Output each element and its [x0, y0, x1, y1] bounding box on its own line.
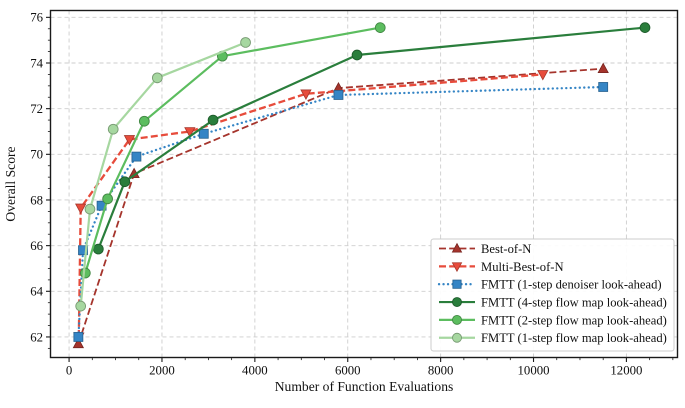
- marker-square: [452, 279, 462, 289]
- axis-ticks: 0 2000 4000 6000 8000 10000 12000 62 64 66 68 70 72 7…: [30, 11, 674, 378]
- series-fmtt-1-step-flow-map-look-ahead: [75, 37, 251, 312]
- marker-square: [78, 245, 88, 256]
- marker-circle: [639, 22, 651, 33]
- marker-circle: [240, 37, 251, 48]
- y-tick-label: 74: [30, 56, 43, 70]
- marker-triangle-down: [537, 70, 549, 81]
- marker-square: [131, 151, 142, 162]
- marker-circle: [79, 267, 91, 279]
- marker-circle: [102, 193, 113, 205]
- marker-circle: [351, 49, 363, 61]
- legend-label: FMTT (1-step flow map look-ahead): [481, 331, 667, 345]
- marker-triangle-up: [72, 337, 85, 349]
- y-tick-label: 62: [30, 330, 43, 344]
- x-tick-label: 4000: [242, 364, 268, 378]
- y-tick-label: 70: [30, 148, 43, 162]
- legend-label: Multi-Best-of-N: [481, 260, 564, 274]
- series-fmtt-1-step-denoiser-look-ahead: [73, 82, 609, 342]
- legend-label: FMTT (4-step flow map look-ahead): [481, 295, 667, 309]
- legend-entry: Best-of-N: [439, 242, 531, 256]
- legend-label: FMTT (1-step denoiser look-ahead): [481, 278, 662, 292]
- x-tick-label: 10000: [518, 364, 550, 378]
- x-tick-label: 0: [66, 364, 72, 378]
- legend: Best-of-N Multi-Best-of-N FMTT (1-step den…: [430, 238, 675, 352]
- marker-square: [73, 332, 84, 342]
- marker-triangle-down: [184, 127, 196, 138]
- marker-circle: [75, 300, 87, 312]
- legend-entry: FMTT (1-step flow map look-ahead): [439, 331, 667, 345]
- legend-box: [430, 238, 675, 352]
- x-axis-label: Number of Function Evaluations: [275, 379, 454, 394]
- legend-label: FMTT (2-step flow map look-ahead): [481, 313, 667, 327]
- marker-circle: [119, 176, 131, 188]
- marker-triangle-down: [123, 135, 136, 146]
- series-fmtt-4-step-flow-map-look-ahead: [92, 22, 651, 255]
- y-tick-label: 72: [30, 102, 43, 116]
- marker-circle: [84, 203, 96, 215]
- marker-circle: [207, 114, 219, 126]
- series-best-of-n: [72, 62, 609, 349]
- marker-circle: [92, 243, 104, 255]
- marker-triangle-down: [300, 89, 312, 100]
- marker-circle: [452, 297, 462, 308]
- marker-square: [333, 90, 344, 100]
- legend-label: Best-of-N: [481, 242, 531, 256]
- series-line: [79, 41, 247, 307]
- legend-entry: FMTT (1-step denoiser look-ahead): [437, 278, 662, 292]
- legend-entry: FMTT (4-step flow map look-ahead): [439, 295, 667, 309]
- plot-frame: [49, 9, 679, 359]
- y-tick-label: 64: [30, 285, 43, 299]
- y-tick-label: 76: [30, 11, 43, 25]
- y-tick-label: 66: [30, 239, 43, 253]
- marker-triangle-down: [75, 203, 87, 215]
- y-axis-label: Overall Score: [3, 146, 18, 221]
- x-tick-label: 2000: [149, 364, 175, 378]
- series-line: [77, 67, 604, 345]
- legend-entry: Multi-Best-of-N: [439, 260, 564, 274]
- x-tick-label: 12000: [610, 364, 642, 378]
- series-line: [77, 73, 543, 338]
- x-tick-label: 8000: [428, 364, 454, 378]
- marker-circle: [107, 123, 119, 135]
- y-tick-label: 68: [30, 193, 43, 207]
- marker-circle: [452, 332, 462, 343]
- marker-triangle-down: [451, 262, 463, 273]
- marker-square: [198, 128, 209, 139]
- marker-circle: [151, 72, 163, 84]
- marker-triangle-up: [597, 62, 609, 74]
- marker-square: [598, 82, 609, 92]
- x-tick-label: 6000: [335, 364, 361, 378]
- series-fmtt-2-step-flow-map-look-ahead: [79, 22, 386, 279]
- marker-circle: [452, 314, 462, 325]
- series-line: [97, 26, 646, 250]
- legend-entry: FMTT (2-step flow map look-ahead): [439, 313, 667, 327]
- marker-circle: [138, 115, 150, 127]
- marker-circle: [374, 22, 386, 33]
- marker-triangle-up: [451, 242, 463, 253]
